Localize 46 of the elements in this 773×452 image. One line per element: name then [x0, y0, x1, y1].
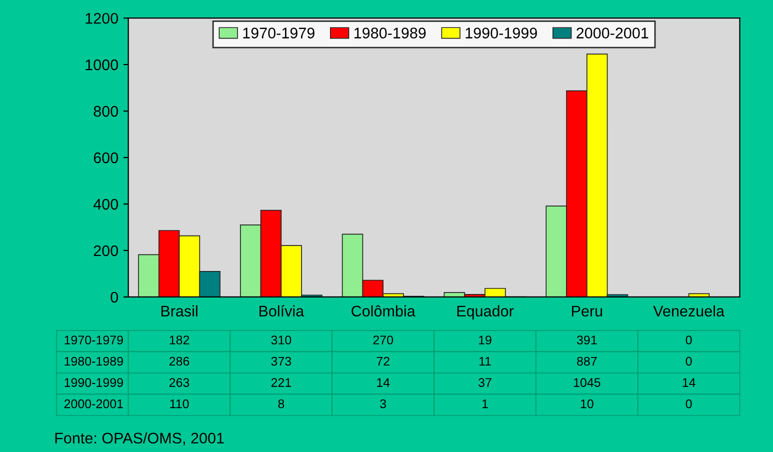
data-label: 110 — [170, 399, 189, 408]
data-label: 373 — [271, 356, 292, 366]
y-tick-label: 0 — [110, 292, 118, 303]
x-tick-label: Venezuela — [653, 305, 724, 317]
data-label: 0 — [686, 336, 692, 344]
legend-label: 2000-2001 — [576, 28, 648, 38]
x-tick-label: Equador — [457, 305, 514, 320]
y-tick-label: 1200 — [86, 12, 118, 24]
data-label: 221 — [271, 378, 291, 387]
data-label: 0 — [686, 356, 692, 366]
data-label: 14 — [377, 378, 390, 387]
legend-label: 1990-1999 — [466, 28, 537, 38]
data-label: 11 — [479, 356, 491, 366]
y-tick-label: 400 — [93, 198, 118, 210]
data-label: 1 — [482, 399, 488, 408]
data-label: 263 — [169, 378, 190, 387]
data-label: 19 — [478, 336, 492, 344]
y-tick-label: 1000 — [86, 59, 118, 70]
text: 1990-1999 — [64, 378, 123, 387]
data-label: 887 — [577, 356, 597, 366]
data-label: 10 — [580, 399, 594, 408]
data-label: 0 — [686, 399, 692, 408]
y-tick-label: 800 — [94, 106, 118, 117]
y-tick-label: 200 — [94, 245, 118, 256]
data-label: 14 — [682, 378, 696, 387]
x-tick-label: Bolívia — [260, 305, 304, 317]
source-note: Fonte: OPAS/OMS, 2001 — [55, 432, 224, 446]
data-label: 391 — [576, 336, 597, 344]
data-label: 270 — [373, 336, 394, 344]
legend-label: 1980-1989 — [354, 28, 426, 38]
text: 2000-2001 — [64, 399, 123, 408]
data-label: 286 — [169, 356, 190, 366]
data-label: 182 — [170, 336, 190, 344]
data-label: 3 — [380, 399, 386, 408]
x-tick-label: Brasil — [161, 305, 198, 317]
data-label: 8 — [278, 399, 284, 408]
legend-label: 1970-1979 — [243, 28, 314, 38]
text: 1970-1979 — [64, 336, 123, 344]
x-tick-label: Peru — [572, 306, 602, 317]
y-tick-label: 600 — [94, 152, 118, 164]
data-label: 1045 — [574, 378, 600, 387]
data-label: 37 — [478, 378, 492, 387]
text: 1980-1989 — [64, 356, 123, 366]
data-label: 72 — [376, 356, 390, 366]
data-label: 310 — [271, 336, 292, 344]
x-tick-label: Colômbia — [352, 305, 416, 317]
